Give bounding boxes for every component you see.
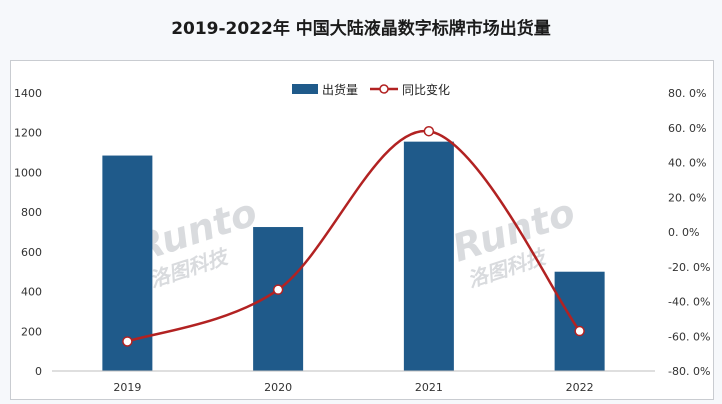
line-path xyxy=(126,129,581,343)
y-left-tick-label: 800 xyxy=(21,206,42,219)
legend-label-line: 同比变化 xyxy=(402,82,450,97)
line-point-2022 xyxy=(574,325,585,337)
line-series xyxy=(122,125,585,347)
y-left-tick-label: 1200 xyxy=(14,127,42,140)
x-tick-label: 2019 xyxy=(113,381,141,394)
y-left-tick-label: 0 xyxy=(35,365,42,378)
x-axis-labels: 2019 2020 2021 2022 xyxy=(113,381,593,394)
chart-title: 2019-2022年 中国大陆液晶数字标牌市场出货量 xyxy=(171,19,551,39)
y-axis-right: -80. 0% -60. 0% -40. 0% -20. 0% 0. 0% 20. 0% 4… xyxy=(668,87,710,378)
legend: 出货量 同比变化 xyxy=(292,82,450,97)
y-right-tick-label: -40. 0% xyxy=(668,296,710,309)
y-right-tick-label: -20. 0% xyxy=(668,261,710,274)
y-right-tick-label: 40. 0% xyxy=(668,157,706,170)
legend-label-bar: 出货量 xyxy=(322,82,358,97)
legend-marker-line xyxy=(379,84,389,94)
y-right-tick-label: 60. 0% xyxy=(668,122,706,135)
y-left-tick-label: 600 xyxy=(21,246,42,259)
y-left-tick-label: 1000 xyxy=(14,166,42,179)
bar-series xyxy=(102,141,605,371)
y-left-tick-label: 400 xyxy=(21,286,42,299)
y-right-tick-label: 80. 0% xyxy=(668,87,706,100)
y-right-tick-label: 20. 0% xyxy=(668,191,706,204)
bar-2021 xyxy=(403,141,454,371)
line-point-2020 xyxy=(272,284,284,295)
x-tick-label: 2020 xyxy=(264,381,292,394)
y-axis-left: 0 200 400 600 800 1000 1200 1400 xyxy=(14,87,42,378)
y-left-tick-label: 200 xyxy=(21,325,42,338)
legend-swatch-bar xyxy=(292,84,318,94)
line-point-2019 xyxy=(122,336,133,347)
bar-2022 xyxy=(554,271,605,371)
bar-2019 xyxy=(102,155,153,371)
x-tick-label: 2021 xyxy=(415,381,443,394)
y-right-tick-label: -60. 0% xyxy=(668,330,710,343)
y-left-tick-label: 1400 xyxy=(14,87,42,100)
y-right-tick-label: 0. 0% xyxy=(668,226,699,239)
line-point-2021 xyxy=(423,125,435,137)
y-right-tick-label: -80. 0% xyxy=(668,365,710,378)
x-tick-label: 2022 xyxy=(566,381,594,394)
